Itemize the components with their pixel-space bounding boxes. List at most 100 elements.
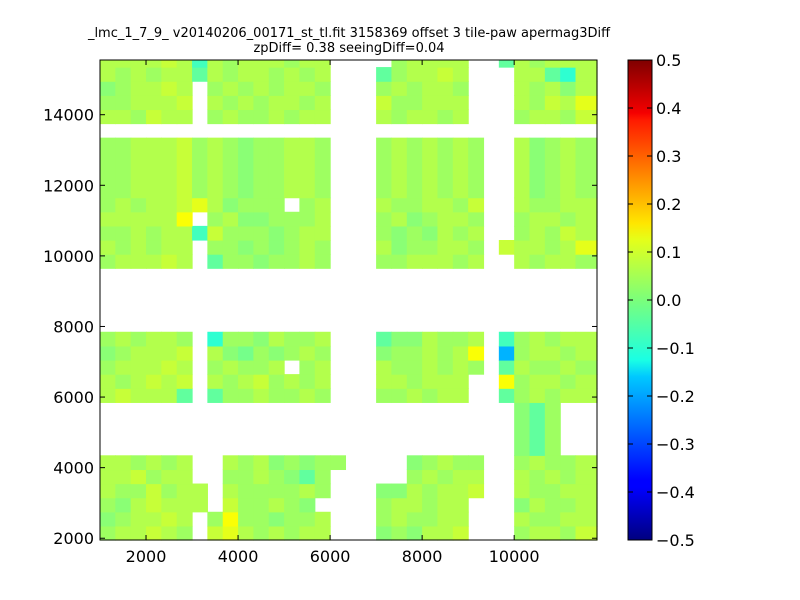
heatmap-cell [100, 388, 116, 403]
heatmap-cell [376, 109, 393, 125]
heatmap-cell [406, 360, 423, 375]
heatmap-cell [406, 240, 423, 255]
heatmap-cell [437, 254, 454, 269]
heatmap-cell [100, 137, 116, 199]
heatmap-cell [130, 374, 147, 389]
heatmap-cell [575, 197, 598, 213]
heatmap-cell [100, 254, 116, 269]
heatmap-cell [391, 345, 408, 361]
heatmap-cell [560, 388, 577, 403]
heatmap-cell [284, 254, 300, 269]
heatmap-cell [437, 374, 454, 389]
heatmap-cell [422, 497, 439, 513]
heatmap-cell [498, 360, 515, 375]
heatmap-cell [452, 469, 469, 485]
heatmap-cell [238, 81, 254, 96]
heatmap-cell [268, 67, 285, 82]
heatmap-cell [452, 137, 469, 199]
heatmap-cell [391, 67, 408, 82]
heatmap-cell [253, 497, 270, 513]
heatmap-cell [314, 345, 331, 361]
heatmap-cell [468, 240, 485, 255]
heatmap-cell [299, 483, 316, 499]
heatmap-cell [406, 388, 423, 403]
heatmap-cell [544, 109, 561, 125]
heatmap-cell [376, 345, 393, 361]
heatmap-cell [529, 388, 546, 403]
heatmap-cell [115, 497, 132, 513]
heatmap-cell [560, 360, 577, 375]
heatmap-cell [422, 360, 439, 375]
heatmap-cell [391, 95, 408, 111]
heatmap-cell [299, 240, 316, 255]
heatmap-cell [391, 225, 408, 241]
heatmap-cell [192, 197, 208, 213]
heatmap-cell [161, 225, 178, 241]
heatmap-cell [452, 360, 469, 375]
heatmap-cell [176, 81, 193, 96]
heatmap-cell [176, 331, 193, 347]
heatmap-cell [268, 81, 285, 96]
heatmap-cell [207, 95, 224, 111]
heatmap-cell [253, 511, 270, 527]
heatmap-cell [422, 67, 439, 82]
heatmap-cell [422, 60, 439, 68]
heatmap-cell [560, 197, 577, 213]
heatmap-cell [560, 455, 577, 471]
heatmap-cell [437, 60, 454, 68]
heatmap-cell [284, 109, 300, 125]
heatmap-cell [207, 331, 224, 347]
heatmap-cell [161, 469, 178, 485]
heatmap-cell [529, 525, 546, 541]
heatmap-cell [376, 388, 393, 403]
heatmap-cell [529, 225, 546, 241]
heatmap-cell [253, 469, 270, 485]
heatmap-cell [529, 60, 546, 68]
heatmap-cell [452, 95, 469, 111]
heatmap-cell [268, 345, 285, 361]
heatmap-cell [560, 137, 577, 199]
heatmap-cell [299, 497, 316, 513]
heatmap-cell [115, 388, 132, 403]
heatmap-cell [130, 254, 147, 269]
heatmap-cell [161, 67, 178, 82]
x-tick-label: 8000 [402, 547, 443, 566]
heatmap-cell [452, 483, 469, 499]
heatmap-cell [544, 225, 561, 241]
heatmap-cell [130, 95, 147, 111]
heatmap-cell [176, 360, 193, 375]
heatmap-cell [544, 254, 561, 269]
heatmap-cell [437, 240, 454, 255]
heatmap-cell [544, 137, 561, 199]
heatmap-cell [437, 345, 454, 361]
heatmap-cell [299, 360, 316, 375]
x-tick-label: 10000 [489, 547, 540, 566]
heatmap-cell [268, 95, 285, 111]
heatmap-cell [514, 95, 531, 111]
heatmap-cell [544, 240, 561, 255]
heatmap-cell [529, 360, 546, 375]
heatmap-cell [115, 109, 132, 125]
heatmap-cell [514, 331, 531, 347]
heatmap-cell [207, 254, 224, 269]
heatmap-cell [314, 455, 331, 471]
heatmap-cell [422, 483, 439, 499]
heatmap-cell [268, 240, 285, 255]
heatmap-cell [161, 360, 178, 375]
heatmap-cell [314, 197, 331, 213]
heatmap-cell [376, 211, 393, 227]
heatmap-cell [284, 388, 300, 403]
heatmap-cell [161, 345, 178, 361]
heatmap-cell [575, 211, 598, 227]
heatmap-cell [207, 374, 224, 389]
heatmap-cell [268, 109, 285, 125]
heatmap-cell [422, 469, 439, 485]
heatmap-cell [452, 388, 469, 403]
heatmap-cell [268, 254, 285, 269]
heatmap-cell [115, 360, 132, 375]
heatmap-cell [146, 95, 162, 111]
heatmap-cell [207, 67, 224, 82]
heatmap-cell [544, 360, 561, 375]
colorbar-axis: 0.5 0.4 0.3 0.2 0.1 0.0 −0.1 −0.2 −0.3 −0.4 −0.5 [628, 51, 695, 550]
heatmap-cell [238, 455, 254, 471]
